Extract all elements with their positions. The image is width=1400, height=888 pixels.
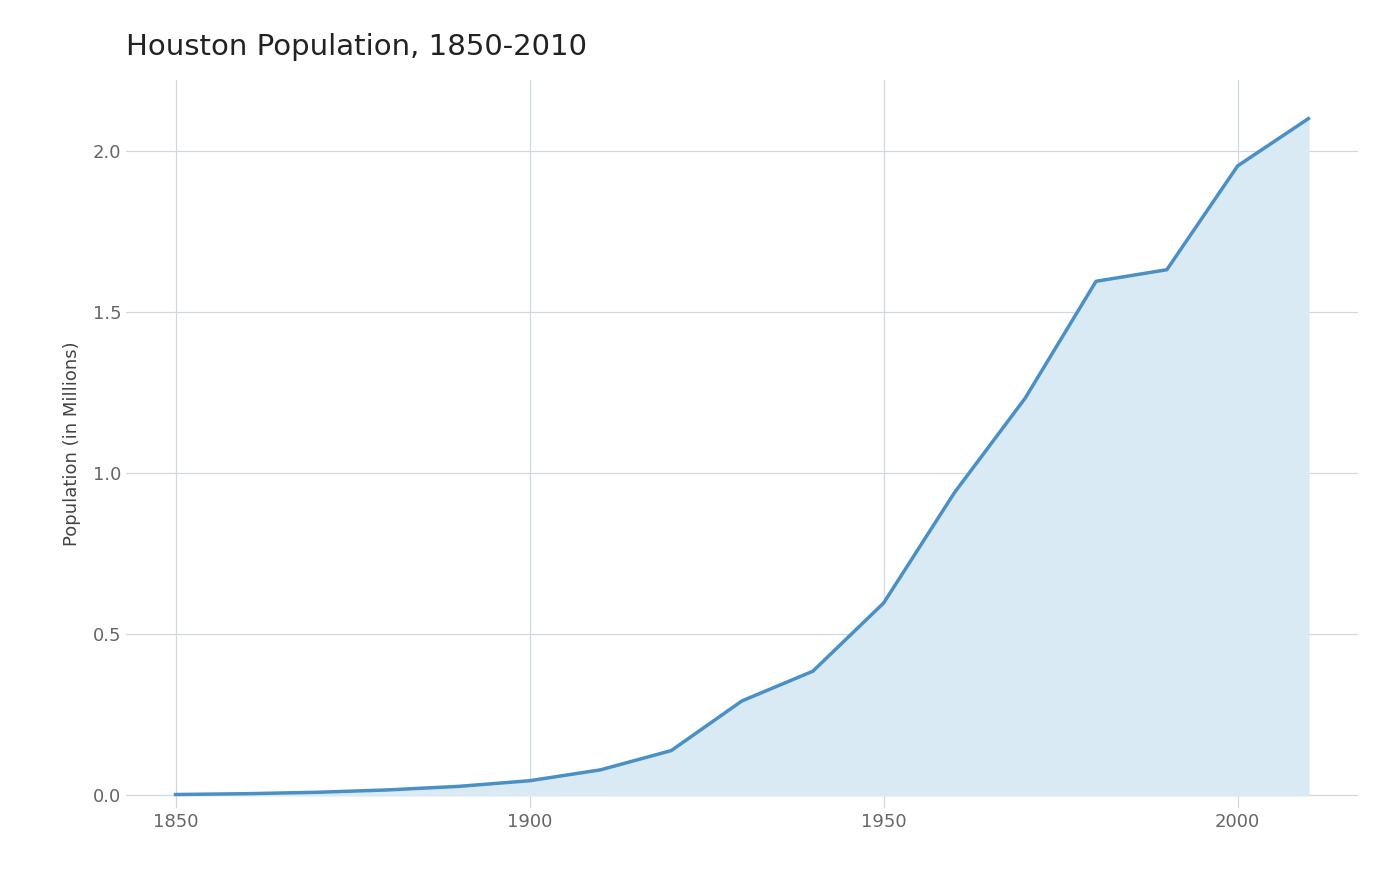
- Y-axis label: Population (in Millions): Population (in Millions): [63, 342, 81, 546]
- Text: Houston Population, 1850-2010: Houston Population, 1850-2010: [126, 33, 587, 61]
